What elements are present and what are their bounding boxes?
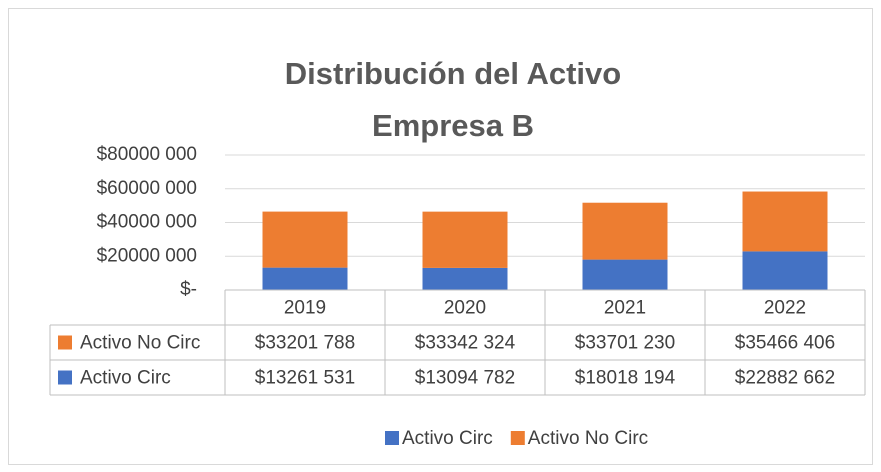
data-label: $33342 324: [415, 333, 516, 354]
legend-key: [510, 431, 525, 445]
x-tick-label: 2021: [604, 298, 646, 319]
x-tick-label: 2020: [444, 298, 486, 319]
bar: [262, 267, 348, 290]
legend-label: Activo Circ: [402, 428, 493, 449]
data-label: $33701 230: [575, 333, 675, 354]
y-tick-label: $20000 000: [97, 245, 197, 266]
bar: [582, 259, 668, 290]
y-tick-label: $80000 000: [97, 144, 197, 165]
y-tick-label: $40000 000: [97, 212, 197, 233]
bar: [422, 211, 508, 268]
chart-title: Empresa B: [372, 108, 534, 143]
chart-title: Distribución del Activo: [285, 56, 621, 91]
table-row-label: Activo No Circ: [80, 333, 200, 354]
bar: [582, 202, 668, 260]
data-label: $22882 662: [735, 368, 835, 389]
legend-key: [385, 431, 399, 445]
x-tick-label: 2019: [284, 298, 326, 319]
x-tick-label: 2022: [764, 298, 806, 319]
table-row-label: Activo Circ: [80, 368, 171, 389]
y-tick-label: $60000 000: [97, 178, 197, 199]
data-label: $13094 782: [415, 368, 515, 389]
legend-label: Activo No Circ: [528, 428, 648, 449]
bar: [742, 251, 828, 290]
table-legend-key: [58, 370, 72, 385]
data-label: $35466 406: [735, 333, 835, 354]
data-label: $33201 788: [255, 333, 355, 354]
table-legend-key: [58, 335, 72, 350]
bar: [422, 267, 508, 290]
bar: [262, 211, 348, 268]
y-tick-label: $-: [180, 279, 197, 300]
data-label: $18018 194: [575, 368, 676, 389]
data-label: $13261 531: [255, 368, 355, 389]
bar: [742, 191, 828, 252]
